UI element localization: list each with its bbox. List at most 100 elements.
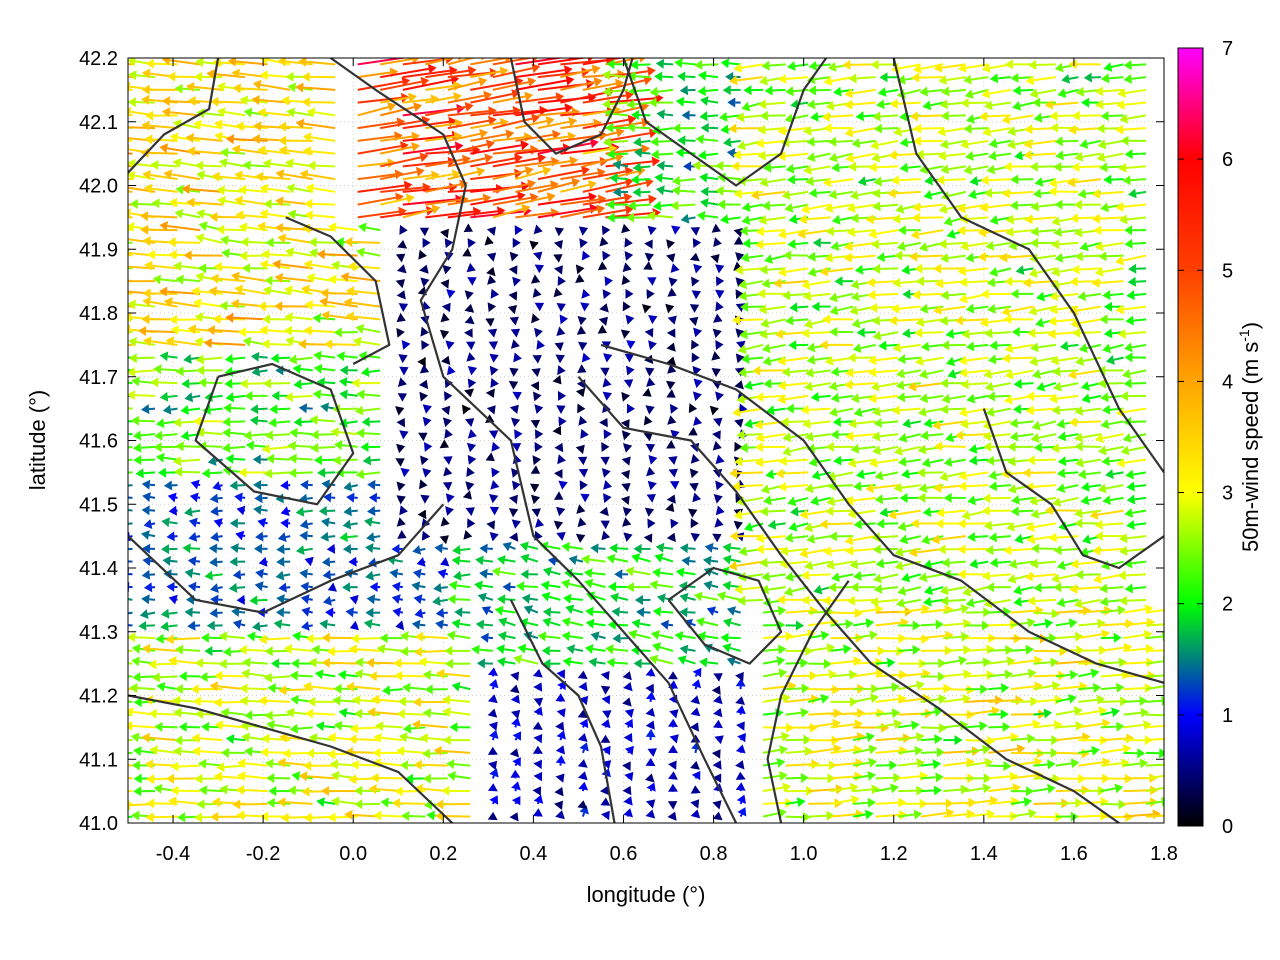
- wind-vector: [270, 658, 291, 669]
- y-tick-label: 41.7: [79, 367, 118, 389]
- wind-vector: [943, 669, 972, 680]
- wind-vector: [693, 591, 719, 602]
- wind-vector: [712, 800, 722, 810]
- wind-vector: [477, 592, 494, 603]
- wind-vector: [401, 811, 426, 821]
- wind-vector: [1055, 720, 1084, 731]
- wind-vector: [647, 748, 657, 757]
- colorbar-title: 50m-wind speed (m s-1): [1236, 322, 1263, 552]
- wind-vector: [940, 595, 966, 606]
- wind-vector: [590, 631, 606, 642]
- wind-vector: [210, 583, 223, 593]
- wind-vector: [565, 604, 584, 615]
- wind-vector: [645, 668, 656, 677]
- wind-vector: [713, 719, 723, 729]
- wind-vector: [1145, 649, 1164, 652]
- wind-vector: [373, 810, 403, 821]
- y-tick-label: 42.2: [79, 48, 118, 70]
- colorbar-tick-label: 1: [1222, 705, 1233, 727]
- wind-vector: [965, 657, 992, 668]
- wind-vector: [555, 755, 566, 766]
- wind-vector: [943, 655, 968, 666]
- wind-vector: [737, 733, 746, 743]
- wind-vector: [512, 731, 522, 741]
- wind-vector: [447, 771, 471, 781]
- wind-vector: [160, 621, 178, 632]
- wind-vector: [487, 783, 498, 792]
- wind-vector: [1100, 657, 1127, 668]
- wind-vector: [785, 759, 820, 770]
- wind-vector: [645, 809, 656, 819]
- wind-vector: [735, 771, 746, 780]
- wind-vector: [395, 620, 405, 631]
- wind-vector: [713, 708, 723, 718]
- wind-vector: [365, 607, 381, 618]
- wind-vector: [1123, 629, 1153, 640]
- wind-vector: [579, 695, 589, 706]
- wind-vector: [319, 619, 336, 630]
- wind-vector: [314, 669, 336, 680]
- wind-vector: [579, 718, 589, 729]
- wind-vector: [633, 658, 651, 669]
- wind-vector: [556, 730, 566, 741]
- wind-vector: [139, 609, 156, 619]
- wind-vector: [264, 710, 291, 721]
- wind-vector: [785, 620, 804, 631]
- wind-vector: [943, 618, 972, 629]
- wind-vector: [509, 748, 520, 758]
- wind-vector: [853, 757, 878, 768]
- wind-vector: [716, 591, 741, 601]
- wind-vector: [190, 684, 223, 695]
- wind-vector: [965, 721, 988, 731]
- wind-vector: [511, 796, 521, 806]
- wind-vector: [541, 645, 561, 656]
- wind-vector: [264, 646, 291, 657]
- wind-vector: [600, 797, 611, 806]
- wind-vector: [451, 681, 471, 692]
- wind-vector: [636, 607, 651, 618]
- wind-vector: [242, 657, 268, 668]
- wind-vector: [413, 594, 426, 605]
- wind-vector: [853, 708, 885, 719]
- wind-vector: [1145, 814, 1164, 818]
- wind-vector: [965, 773, 992, 784]
- wind-vector: [695, 617, 719, 627]
- wind-vector: [713, 673, 723, 682]
- wind-vector: [600, 685, 611, 695]
- wind-vector: [1033, 783, 1056, 794]
- wind-vector: [898, 732, 925, 742]
- wind-vector: [1100, 682, 1125, 693]
- colorbar-tick-label: 4: [1222, 371, 1233, 393]
- wind-vector: [129, 683, 156, 693]
- wind-vector: [497, 594, 516, 605]
- wind-vector: [1055, 748, 1090, 759]
- wind-vector: [650, 630, 674, 640]
- wind-vector: [920, 619, 944, 630]
- wind-vector: [170, 785, 201, 796]
- y-tick-label: 41.9: [79, 239, 118, 261]
- wind-vector: [983, 598, 1012, 609]
- wind-vector: [785, 812, 811, 823]
- colorbar-title-main: 50m-wind speed (m s: [1238, 342, 1263, 552]
- wind-vector: [1145, 786, 1164, 793]
- wind-vector: [422, 669, 448, 680]
- wind-vector: [128, 700, 133, 703]
- wind-vector: [645, 691, 656, 703]
- wind-vector: [442, 707, 471, 717]
- wind-vector: [624, 708, 634, 718]
- wind-vector: [192, 746, 223, 757]
- wind-vector: [370, 772, 403, 783]
- x-tick-label: 0.2: [429, 843, 457, 865]
- wind-vector: [511, 709, 521, 720]
- wind-vector: [555, 810, 565, 820]
- wind-vector: [690, 722, 699, 732]
- wind-vector: [1078, 718, 1111, 729]
- wind-vector: [442, 735, 471, 746]
- colorbar-tick-label: 5: [1222, 260, 1233, 282]
- wind-vector: [735, 782, 746, 792]
- x-tick-label: 1.0: [790, 843, 818, 865]
- wind-vector: [258, 634, 291, 645]
- wind-vector: [414, 608, 426, 619]
- wind-vector: [542, 617, 561, 628]
- wind-vector: [143, 582, 156, 593]
